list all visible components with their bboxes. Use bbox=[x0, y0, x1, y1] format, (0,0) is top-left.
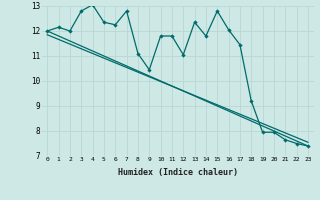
X-axis label: Humidex (Indice chaleur): Humidex (Indice chaleur) bbox=[118, 168, 237, 177]
